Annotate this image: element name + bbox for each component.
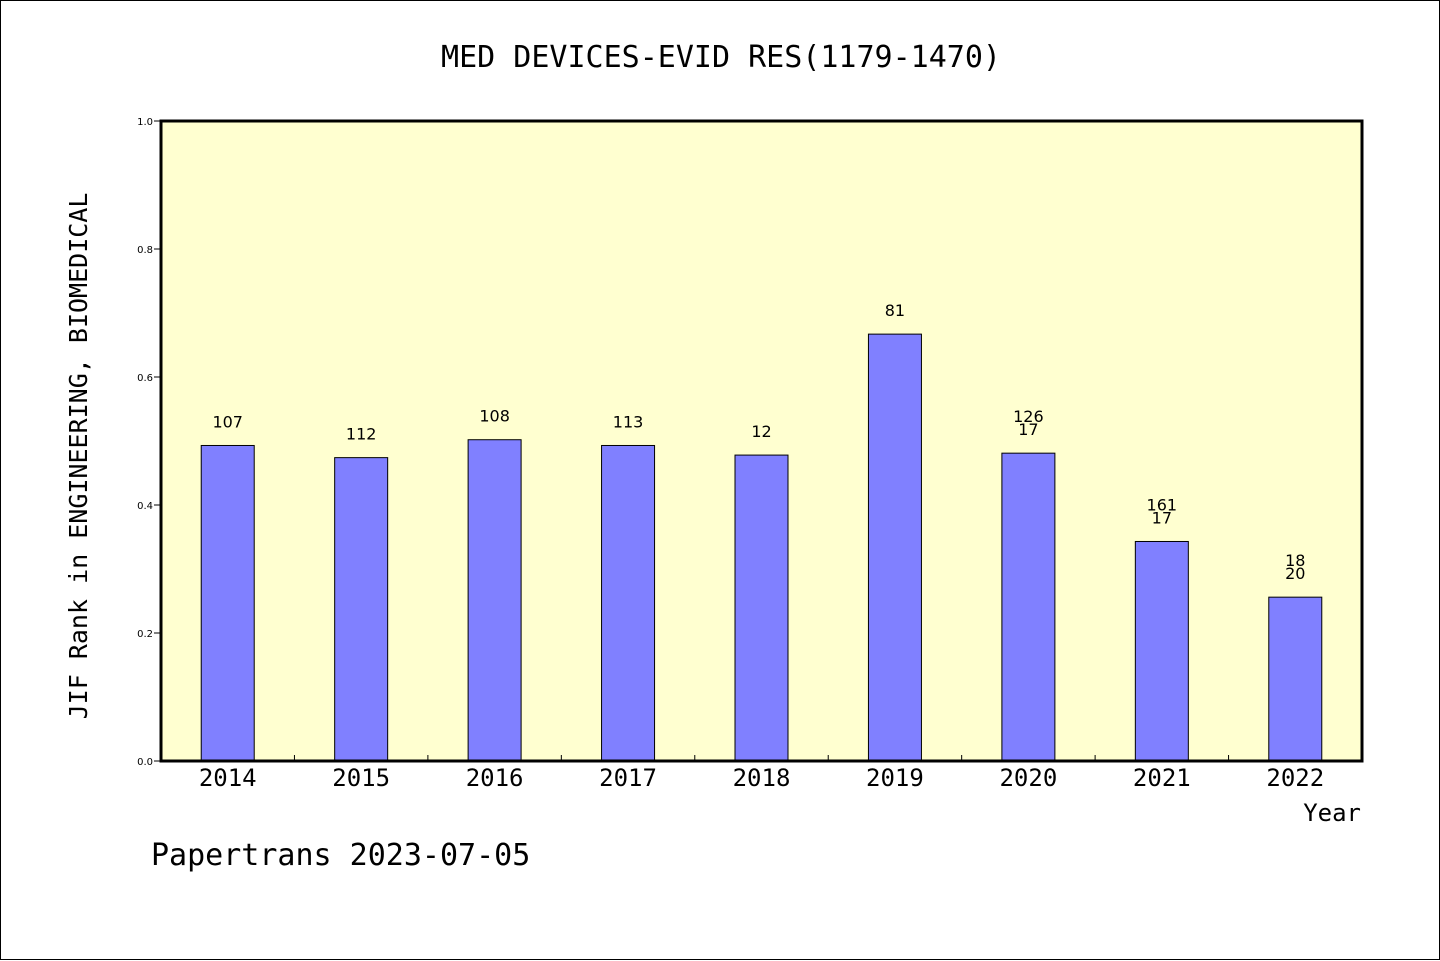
y-tick-label: 0.6 (137, 373, 153, 384)
x-tick-label: 2021 (1133, 764, 1191, 792)
bar-value-label: 126 (1013, 407, 1044, 426)
bar-value-label: 161 (1147, 495, 1178, 514)
chart-title: MED DEVICES-EVID RES(1179-1470) (441, 40, 1001, 75)
bar-value-label: 12 (751, 422, 771, 441)
y-axis-label: JIF Rank in ENGINEERING, BIOMEDICAL (64, 193, 93, 720)
y-tick-label: 0.2 (137, 629, 153, 640)
bar-value-label: 17 (1152, 508, 1172, 527)
bar-value-label: 108 (479, 407, 510, 426)
bar (1001, 452, 1056, 762)
bar (1268, 596, 1323, 762)
bar-value-label: 18 (1285, 551, 1305, 570)
y-tick-label: 1.0 (137, 117, 153, 128)
x-tick-label: 2014 (199, 764, 257, 792)
x-tick-label: 2020 (999, 764, 1057, 792)
x-tick-label: 2018 (733, 764, 791, 792)
bar (334, 457, 389, 762)
plot-border (159, 119, 1364, 763)
x-tick-label: 2015 (332, 764, 390, 792)
bar (200, 444, 255, 762)
x-tick-label: 2022 (1266, 764, 1324, 792)
x-axis: 2014 2015 2016 2017 2018 2019 2020 2021 2022 (199, 755, 1324, 792)
bar (467, 439, 522, 762)
x-tick-label: 2019 (866, 764, 924, 792)
y-axis: 0.0 0.2 0.4 0.6 0.8 1.0 (137, 117, 161, 768)
x-tick-label: 2017 (599, 764, 657, 792)
bar-value-label: 113 (613, 412, 644, 431)
y-tick-label: 0.0 (137, 757, 153, 768)
bar-value-label: 112 (346, 425, 377, 444)
bar-value-label: 17 (1018, 420, 1038, 439)
bar-value-label: 81 (885, 301, 905, 320)
y-tick-label: 0.4 (137, 501, 153, 512)
x-tick-label: 2016 (466, 764, 524, 792)
bar-value-label: 107 (212, 412, 243, 431)
bar (601, 444, 656, 762)
bar (1134, 540, 1189, 762)
x-axis-label: Year (1303, 799, 1361, 827)
bar (867, 333, 922, 762)
bar-value-label: 20 (1285, 564, 1305, 583)
bar (734, 454, 789, 762)
footer-credit: Papertrans 2023-07-05 (151, 838, 530, 873)
y-tick-label: 0.8 (137, 245, 153, 256)
